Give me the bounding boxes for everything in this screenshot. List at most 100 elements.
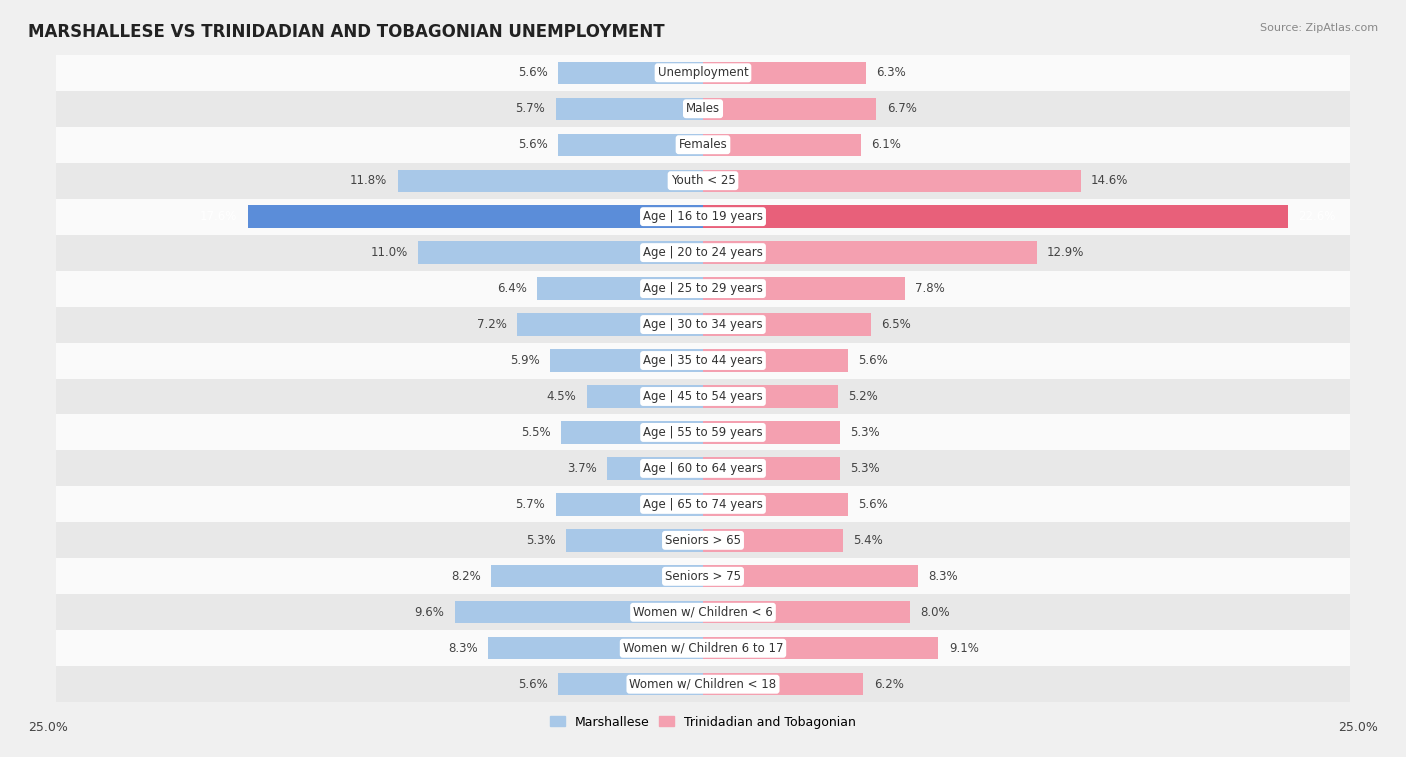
- Bar: [555, 494, 703, 516]
- Bar: [703, 205, 1288, 228]
- Text: Age | 20 to 24 years: Age | 20 to 24 years: [643, 246, 763, 259]
- Bar: [558, 133, 703, 156]
- Text: Age | 55 to 59 years: Age | 55 to 59 years: [643, 426, 763, 439]
- Text: 14.6%: 14.6%: [1091, 174, 1129, 187]
- Text: 25.0%: 25.0%: [28, 721, 67, 734]
- Bar: [586, 385, 703, 407]
- Bar: [703, 673, 863, 696]
- Text: Age | 25 to 29 years: Age | 25 to 29 years: [643, 282, 763, 295]
- Bar: [4, 415, 1402, 450]
- Text: 5.4%: 5.4%: [853, 534, 883, 547]
- Text: Youth < 25: Youth < 25: [671, 174, 735, 187]
- Text: 6.1%: 6.1%: [872, 139, 901, 151]
- Bar: [703, 529, 842, 552]
- Bar: [4, 91, 1402, 126]
- Bar: [703, 61, 866, 84]
- Text: 12.9%: 12.9%: [1047, 246, 1084, 259]
- Bar: [561, 422, 703, 444]
- Bar: [550, 350, 703, 372]
- Text: 5.2%: 5.2%: [848, 390, 877, 403]
- Text: 17.6%: 17.6%: [200, 210, 238, 223]
- Bar: [4, 631, 1402, 666]
- Text: 5.3%: 5.3%: [851, 462, 880, 475]
- Bar: [4, 235, 1402, 270]
- Text: 5.5%: 5.5%: [520, 426, 550, 439]
- Bar: [703, 494, 848, 516]
- Bar: [4, 270, 1402, 307]
- Text: 9.1%: 9.1%: [949, 642, 979, 655]
- Text: 8.3%: 8.3%: [928, 570, 957, 583]
- Bar: [555, 98, 703, 120]
- Bar: [607, 457, 703, 480]
- Text: 22.6%: 22.6%: [1298, 210, 1336, 223]
- Bar: [491, 565, 703, 587]
- Bar: [703, 98, 876, 120]
- Bar: [4, 666, 1402, 702]
- Text: 8.0%: 8.0%: [921, 606, 950, 618]
- Text: 5.9%: 5.9%: [510, 354, 540, 367]
- Bar: [703, 133, 860, 156]
- Text: 5.6%: 5.6%: [858, 498, 889, 511]
- Bar: [4, 522, 1402, 559]
- Text: 5.7%: 5.7%: [516, 498, 546, 511]
- Text: Women w/ Children < 6: Women w/ Children < 6: [633, 606, 773, 618]
- Text: 5.6%: 5.6%: [517, 67, 548, 79]
- Text: Source: ZipAtlas.com: Source: ZipAtlas.com: [1260, 23, 1378, 33]
- Text: Women w/ Children < 18: Women w/ Children < 18: [630, 678, 776, 690]
- Text: 5.3%: 5.3%: [526, 534, 555, 547]
- Bar: [703, 350, 848, 372]
- Bar: [419, 241, 703, 263]
- Text: 5.7%: 5.7%: [516, 102, 546, 115]
- Text: Unemployment: Unemployment: [658, 67, 748, 79]
- Text: Age | 35 to 44 years: Age | 35 to 44 years: [643, 354, 763, 367]
- Bar: [247, 205, 703, 228]
- Legend: Marshallese, Trinidadian and Tobagonian: Marshallese, Trinidadian and Tobagonian: [544, 711, 862, 734]
- Bar: [558, 673, 703, 696]
- Bar: [703, 457, 841, 480]
- Text: Seniors > 75: Seniors > 75: [665, 570, 741, 583]
- Text: 6.5%: 6.5%: [882, 318, 911, 331]
- Bar: [558, 61, 703, 84]
- Text: Males: Males: [686, 102, 720, 115]
- Bar: [703, 170, 1081, 192]
- Text: 25.0%: 25.0%: [1339, 721, 1378, 734]
- Text: Age | 45 to 54 years: Age | 45 to 54 years: [643, 390, 763, 403]
- Text: 8.3%: 8.3%: [449, 642, 478, 655]
- Bar: [4, 126, 1402, 163]
- Text: 6.3%: 6.3%: [876, 67, 905, 79]
- Bar: [703, 637, 938, 659]
- Bar: [565, 529, 703, 552]
- Bar: [4, 487, 1402, 522]
- Bar: [703, 422, 841, 444]
- Text: 6.4%: 6.4%: [498, 282, 527, 295]
- Bar: [4, 55, 1402, 91]
- Text: 5.6%: 5.6%: [858, 354, 889, 367]
- Bar: [537, 277, 703, 300]
- Text: MARSHALLESE VS TRINIDADIAN AND TOBAGONIAN UNEMPLOYMENT: MARSHALLESE VS TRINIDADIAN AND TOBAGONIA…: [28, 23, 665, 41]
- Text: 3.7%: 3.7%: [567, 462, 598, 475]
- Text: 9.6%: 9.6%: [415, 606, 444, 618]
- Bar: [4, 378, 1402, 415]
- Text: Women w/ Children 6 to 17: Women w/ Children 6 to 17: [623, 642, 783, 655]
- Text: Age | 30 to 34 years: Age | 30 to 34 years: [643, 318, 763, 331]
- Text: 5.3%: 5.3%: [851, 426, 880, 439]
- Bar: [703, 313, 872, 335]
- Bar: [4, 163, 1402, 198]
- Text: Age | 16 to 19 years: Age | 16 to 19 years: [643, 210, 763, 223]
- Bar: [703, 241, 1036, 263]
- Bar: [703, 565, 918, 587]
- Text: 6.2%: 6.2%: [873, 678, 904, 690]
- Bar: [703, 277, 905, 300]
- Text: 7.8%: 7.8%: [915, 282, 945, 295]
- Text: Age | 65 to 74 years: Age | 65 to 74 years: [643, 498, 763, 511]
- Text: Age | 60 to 64 years: Age | 60 to 64 years: [643, 462, 763, 475]
- Bar: [4, 342, 1402, 378]
- Text: 11.0%: 11.0%: [371, 246, 408, 259]
- Text: Seniors > 65: Seniors > 65: [665, 534, 741, 547]
- Bar: [4, 450, 1402, 487]
- Text: Females: Females: [679, 139, 727, 151]
- Text: 6.7%: 6.7%: [887, 102, 917, 115]
- Bar: [703, 601, 910, 624]
- Text: 8.2%: 8.2%: [451, 570, 481, 583]
- Bar: [4, 559, 1402, 594]
